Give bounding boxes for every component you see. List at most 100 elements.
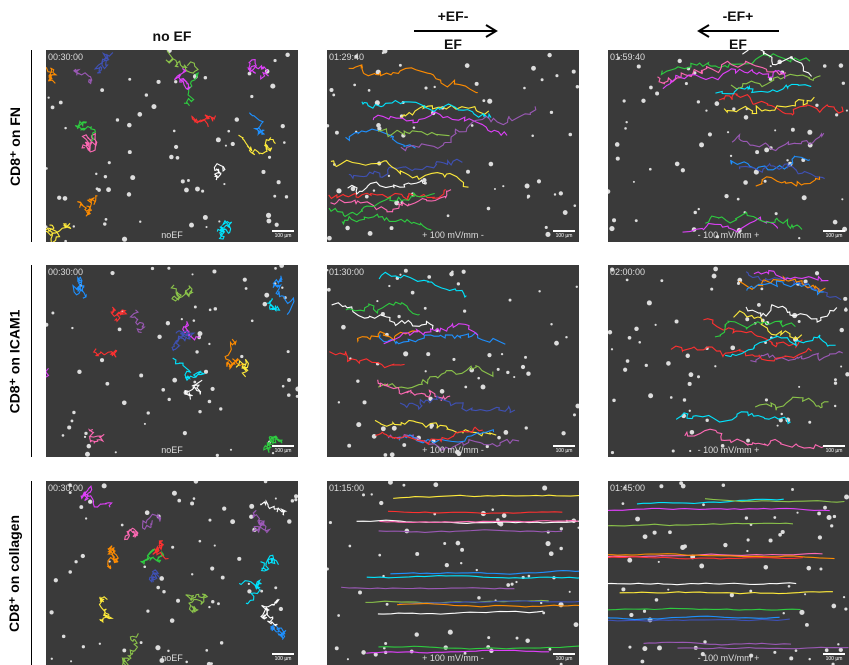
cell	[171, 546, 174, 549]
cell	[424, 307, 427, 310]
cell	[139, 221, 141, 223]
cell	[627, 558, 632, 563]
cell-track	[267, 298, 279, 310]
cell	[531, 66, 536, 71]
cell	[121, 524, 124, 527]
tracks	[46, 481, 298, 665]
cell	[443, 542, 446, 545]
cell-track	[261, 599, 279, 625]
cell	[62, 434, 65, 437]
cell	[802, 195, 807, 200]
cell	[660, 279, 663, 282]
cell	[275, 223, 279, 227]
cell	[649, 86, 653, 90]
scale-line	[272, 230, 294, 232]
cell-track	[400, 396, 515, 412]
cell	[732, 107, 735, 110]
cell	[550, 323, 552, 325]
cell	[413, 126, 416, 129]
cell	[208, 606, 210, 608]
cell	[100, 358, 104, 362]
cell	[764, 565, 769, 570]
scale-label: 100 µm	[826, 233, 843, 239]
cell	[273, 59, 276, 62]
cell	[703, 640, 706, 643]
cell	[106, 187, 111, 192]
cell	[211, 600, 214, 603]
cell	[341, 325, 346, 330]
cell-track	[732, 133, 824, 150]
cell	[723, 543, 727, 547]
cell	[612, 399, 615, 402]
cell	[287, 350, 290, 353]
cell	[217, 602, 220, 605]
cell	[547, 53, 551, 57]
cell	[710, 288, 713, 291]
cell	[634, 327, 638, 331]
cell	[747, 538, 750, 541]
cell	[835, 113, 838, 116]
cell	[85, 517, 87, 519]
cell	[388, 285, 390, 287]
cell	[143, 565, 146, 568]
cell	[795, 649, 798, 652]
cell	[451, 270, 454, 273]
cell	[151, 267, 154, 270]
cell	[100, 88, 104, 92]
cell	[205, 649, 208, 652]
cell	[245, 287, 248, 290]
timestamp: 01:30:00	[329, 267, 364, 277]
cell	[68, 570, 71, 573]
cell-track	[390, 570, 579, 574]
cell	[525, 184, 530, 189]
cell-track	[397, 603, 579, 606]
cell	[708, 132, 712, 136]
cell	[730, 155, 732, 157]
cell	[541, 78, 544, 81]
timestamp: 02:00:00	[610, 267, 645, 277]
cell	[287, 393, 291, 397]
field-caption: + 100 mV/mm -	[327, 230, 579, 240]
cell	[497, 436, 501, 440]
tracks	[608, 481, 849, 665]
cell	[118, 327, 122, 331]
cell	[404, 269, 408, 273]
cell	[415, 632, 419, 636]
cell	[209, 309, 212, 312]
cell-track	[82, 134, 97, 152]
cell	[248, 72, 252, 76]
cell	[576, 286, 578, 288]
cell	[49, 610, 53, 614]
cell	[82, 645, 85, 648]
cell	[764, 148, 769, 153]
cell-track	[107, 546, 118, 569]
cell	[823, 64, 827, 68]
cell	[655, 598, 659, 602]
cell	[565, 336, 567, 338]
cell-track	[73, 277, 86, 298]
cell	[338, 401, 340, 403]
cell	[569, 591, 571, 593]
cell	[104, 175, 107, 178]
cell	[502, 185, 504, 187]
timestamp: 01:45:00	[610, 483, 645, 493]
cell	[46, 167, 48, 170]
cell	[335, 131, 339, 135]
cell	[168, 398, 171, 401]
cell	[74, 560, 77, 563]
cell	[749, 590, 752, 593]
cell	[266, 219, 271, 224]
cell	[139, 373, 143, 377]
cell	[765, 398, 768, 401]
cell	[649, 168, 652, 171]
cell	[558, 602, 563, 607]
cell	[622, 502, 625, 505]
cell	[743, 180, 748, 185]
cell	[781, 413, 783, 415]
cell	[837, 643, 839, 645]
cell	[193, 497, 196, 500]
cell	[808, 421, 811, 424]
cell	[791, 128, 795, 132]
cell	[48, 97, 50, 99]
scale-line	[823, 230, 845, 232]
